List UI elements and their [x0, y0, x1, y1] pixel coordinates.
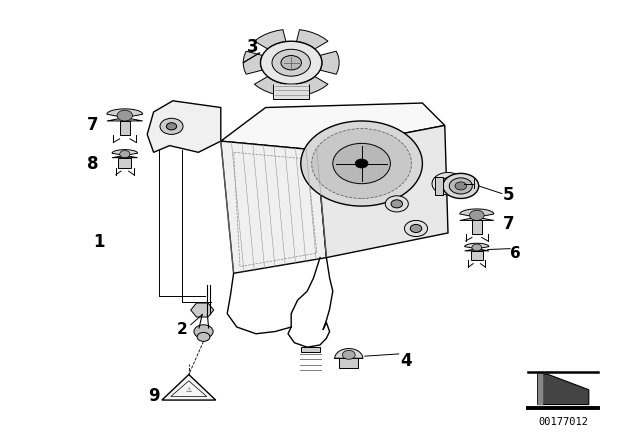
Circle shape	[272, 49, 310, 76]
Circle shape	[449, 178, 472, 194]
Circle shape	[385, 196, 408, 212]
Text: 1: 1	[93, 233, 105, 251]
Polygon shape	[538, 374, 543, 405]
Polygon shape	[162, 375, 216, 400]
Text: ⚠: ⚠	[186, 387, 192, 393]
Circle shape	[281, 56, 301, 70]
Circle shape	[440, 178, 456, 190]
Text: 7: 7	[87, 116, 99, 134]
Polygon shape	[296, 77, 328, 96]
Polygon shape	[107, 109, 143, 121]
Circle shape	[472, 244, 482, 251]
Circle shape	[197, 332, 210, 341]
Circle shape	[194, 325, 213, 338]
Circle shape	[166, 123, 177, 130]
Polygon shape	[243, 51, 262, 74]
Polygon shape	[472, 220, 482, 234]
Polygon shape	[255, 30, 286, 49]
Circle shape	[160, 118, 183, 134]
Polygon shape	[112, 150, 138, 158]
Circle shape	[455, 182, 467, 190]
Text: 7: 7	[503, 215, 515, 233]
Circle shape	[470, 210, 484, 220]
Polygon shape	[296, 30, 328, 49]
Polygon shape	[460, 209, 494, 220]
Polygon shape	[147, 101, 221, 152]
Polygon shape	[317, 125, 448, 258]
Circle shape	[443, 173, 479, 198]
Text: 3: 3	[247, 38, 259, 56]
Circle shape	[342, 350, 355, 359]
Text: 5: 5	[503, 186, 515, 204]
Text: 00177012: 00177012	[538, 417, 588, 427]
Polygon shape	[301, 347, 320, 352]
Text: 8: 8	[87, 155, 99, 172]
Circle shape	[120, 151, 130, 158]
Polygon shape	[221, 141, 326, 273]
Polygon shape	[335, 349, 363, 358]
Text: 9: 9	[148, 388, 159, 405]
Circle shape	[117, 110, 132, 121]
Polygon shape	[118, 158, 131, 168]
Polygon shape	[339, 358, 358, 368]
Text: 4: 4	[401, 352, 412, 370]
Polygon shape	[435, 177, 443, 195]
Circle shape	[391, 200, 403, 208]
Polygon shape	[255, 77, 286, 96]
Circle shape	[355, 159, 368, 168]
Circle shape	[432, 172, 464, 195]
Circle shape	[260, 41, 322, 84]
Polygon shape	[465, 243, 489, 251]
Circle shape	[410, 224, 422, 233]
Polygon shape	[471, 251, 483, 260]
Circle shape	[333, 143, 390, 184]
Polygon shape	[538, 374, 589, 405]
Polygon shape	[273, 84, 309, 99]
Polygon shape	[120, 121, 130, 135]
Polygon shape	[320, 51, 339, 74]
Polygon shape	[221, 103, 445, 150]
Text: 6: 6	[510, 246, 520, 261]
Circle shape	[404, 220, 428, 237]
Circle shape	[312, 129, 412, 198]
Polygon shape	[191, 303, 214, 317]
Circle shape	[301, 121, 422, 206]
Text: 2: 2	[177, 322, 188, 337]
